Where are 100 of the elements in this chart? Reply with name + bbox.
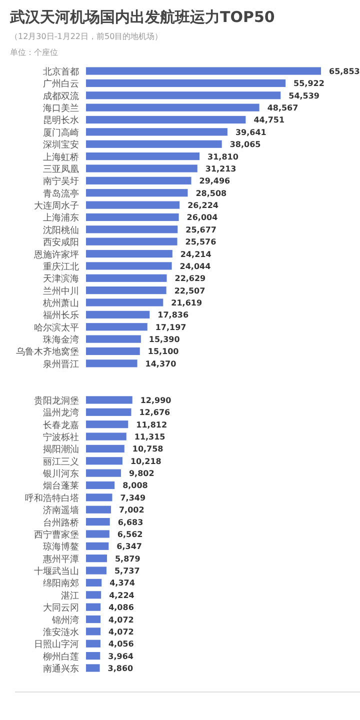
y-tick-label: 恩施许家坪 xyxy=(33,249,79,260)
bar xyxy=(86,238,178,246)
data-label: 39,641 xyxy=(235,128,267,137)
data-label: 4,072 xyxy=(108,615,134,624)
bar xyxy=(86,628,101,636)
data-label: 17,197 xyxy=(155,322,186,332)
y-tick-label: 深圳宝安 xyxy=(43,140,79,151)
y-tick-label: 重庆江北 xyxy=(43,261,79,272)
y-tick-label: 宁波栎社 xyxy=(43,432,79,444)
y-tick-label: 珠海金湾 xyxy=(43,334,79,346)
y-tick-label: 湛江 xyxy=(61,590,79,602)
bar xyxy=(86,444,124,452)
data-label: 22,629 xyxy=(174,274,206,284)
bar xyxy=(86,347,140,356)
bar xyxy=(86,201,180,209)
bar xyxy=(86,420,128,428)
bar xyxy=(86,481,115,490)
y-tick-label: 西安咸阳 xyxy=(43,237,79,248)
y-tick-label: 贵阳龙洞堡 xyxy=(34,395,79,406)
bar xyxy=(86,213,179,222)
data-label: 4,374 xyxy=(110,578,136,588)
data-label: 11,315 xyxy=(134,432,166,442)
data-label: 55,922 xyxy=(294,79,324,88)
data-label: 6,562 xyxy=(117,530,143,539)
y-tick-label: 丽江三义 xyxy=(43,456,79,468)
data-label: 4,072 xyxy=(108,627,134,636)
y-tick-label: 天津滨海 xyxy=(43,274,79,285)
data-label: 11,812 xyxy=(136,420,168,430)
y-tick-label: 绵阳南郊 xyxy=(43,578,79,590)
bar xyxy=(86,664,100,672)
y-tick-label: 揭阳潮汕 xyxy=(43,444,79,456)
data-label: 3,964 xyxy=(108,652,134,661)
bar xyxy=(86,164,198,172)
bar xyxy=(86,116,246,124)
bar xyxy=(86,92,281,100)
bar xyxy=(86,262,172,270)
data-label: 26,224 xyxy=(188,201,219,210)
y-tick-label: 沈阳桃仙 xyxy=(43,224,79,236)
bar xyxy=(86,298,164,306)
bar xyxy=(86,640,100,648)
bar xyxy=(86,335,141,343)
data-label: 31,213 xyxy=(205,164,236,174)
data-label: 29,496 xyxy=(199,176,231,186)
y-tick-label: 厦门高崎 xyxy=(43,127,79,138)
y-tick-label: 锦州湾 xyxy=(51,614,79,626)
bar xyxy=(86,603,101,611)
data-label: 7,002 xyxy=(118,506,144,515)
bar xyxy=(86,396,132,404)
bar xyxy=(86,226,178,234)
y-tick-label: 长春龙嘉 xyxy=(43,420,79,431)
bar xyxy=(86,67,321,75)
data-label: 24,214 xyxy=(180,250,212,259)
chart-subtitle: （12月30日-1月22日，前50目的地机场） xyxy=(10,32,163,41)
y-tick-label: 哈尔滨太平 xyxy=(34,322,79,334)
bar xyxy=(86,457,122,465)
data-label: 15,390 xyxy=(148,335,180,344)
y-tick-label: 三亚凤凰 xyxy=(43,164,79,175)
data-label: 6,347 xyxy=(116,542,142,552)
y-tick-label: 呼和浩特白塔 xyxy=(25,492,79,504)
data-label: 48,567 xyxy=(267,104,298,113)
data-label: 28,508 xyxy=(196,188,228,198)
data-label: 21,619 xyxy=(171,298,202,308)
bar xyxy=(86,310,150,318)
bar xyxy=(86,408,132,416)
data-label: 5,737 xyxy=(114,566,140,576)
bar xyxy=(86,469,121,477)
bar xyxy=(86,530,110,538)
bar xyxy=(86,360,138,368)
data-label: 15,100 xyxy=(148,347,180,356)
y-tick-label: 南宁吴圩 xyxy=(43,176,79,188)
data-label: 44,751 xyxy=(254,116,285,125)
y-tick-label: 广州白云 xyxy=(43,78,79,90)
data-label: 3,860 xyxy=(108,664,134,673)
data-label: 25,677 xyxy=(186,225,217,234)
y-tick-label: 北京首都 xyxy=(43,66,79,78)
y-tick-label: 十堰武当山 xyxy=(34,566,79,578)
bar xyxy=(86,542,109,550)
bar xyxy=(86,189,188,197)
data-label: 24,044 xyxy=(180,262,212,271)
bar xyxy=(86,128,228,136)
y-tick-label: 西宁曹家堡 xyxy=(34,529,79,540)
bar xyxy=(86,274,167,282)
chart-title: 武汉天河机场国内出发航班运力TOP50 xyxy=(9,8,275,26)
y-tick-label: 青岛流亭 xyxy=(43,188,79,200)
bar xyxy=(86,518,110,526)
y-tick-label: 上海浦东 xyxy=(43,212,79,224)
y-tick-label: 淮安涟水 xyxy=(43,626,79,638)
bar xyxy=(86,591,102,599)
data-label: 4,056 xyxy=(108,640,134,649)
data-label: 12,990 xyxy=(140,396,172,405)
data-label: 8,008 xyxy=(122,481,148,490)
data-label: 22,507 xyxy=(174,286,206,296)
y-tick-label: 大同云冈 xyxy=(43,602,79,614)
data-label: 17,836 xyxy=(158,310,189,320)
y-tick-label: 台州路桥 xyxy=(43,517,79,528)
data-label: 25,576 xyxy=(185,238,217,247)
y-tick-label: 琼海博鳌 xyxy=(43,542,79,553)
data-label: 7,349 xyxy=(120,493,146,502)
y-tick-label: 烟台蓬莱 xyxy=(43,480,79,492)
data-label: 38,065 xyxy=(230,140,262,150)
